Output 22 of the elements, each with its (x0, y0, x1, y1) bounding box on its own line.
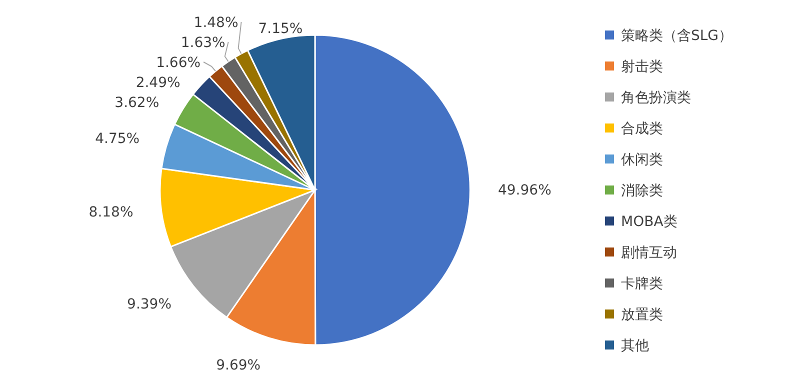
data-label: 49.96% (498, 182, 552, 199)
data-label: 9.39% (127, 296, 172, 312)
legend-label: 角色扮演类 (621, 90, 691, 106)
legend-label: 射击类 (621, 58, 663, 75)
data-label: 1.48% (194, 14, 238, 31)
data-label: 8.18% (88, 204, 134, 220)
data-label: 1.66% (156, 54, 201, 71)
legend-label: 策略类（含SLG） (621, 28, 733, 44)
data-label: 3.62% (114, 94, 160, 111)
data-label: 9.69% (216, 358, 261, 374)
legend-label: 放置类 (621, 306, 663, 323)
legend-label: 剧情互动 (621, 244, 677, 261)
legend-label: 合成类 (621, 120, 663, 137)
data-label: 1.63% (180, 34, 226, 51)
data-label: 7.15% (258, 20, 303, 37)
legend-label: 卡牌类 (621, 276, 663, 292)
data-label: 4.75% (95, 130, 140, 147)
legend-label: 消除类 (621, 182, 663, 199)
legend-label: 其他 (621, 338, 649, 354)
data-label: 2.49% (136, 74, 180, 91)
legend-label: 休闲类 (621, 152, 663, 168)
legend-label: MOBA类 (621, 214, 678, 230)
